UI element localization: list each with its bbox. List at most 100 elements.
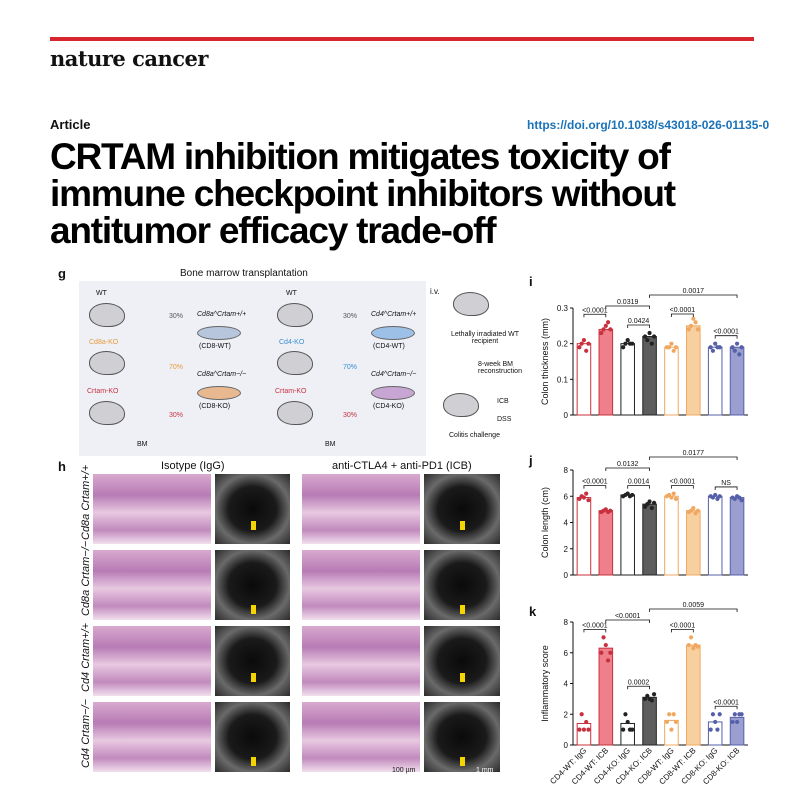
data-point [645, 338, 650, 343]
histology-image [302, 550, 420, 620]
data-point [710, 348, 716, 353]
data-point [737, 352, 742, 357]
y-tick-label: 6 [564, 649, 569, 658]
y-tick-label: 0.1 [557, 375, 569, 384]
y-tick-label: 6 [564, 492, 569, 501]
data-point [625, 338, 630, 343]
histology-image [93, 474, 211, 544]
panel-h-col-isotype: Isotype (IgG) [161, 460, 225, 472]
y-axis-label: Colon thickness (mm) [540, 318, 550, 405]
data-point [577, 345, 582, 350]
data-point [669, 495, 674, 500]
p-value-label: NS [721, 480, 731, 487]
data-point [713, 492, 718, 498]
challenge-mouse-icon [443, 393, 479, 417]
p-value-label: <0.0001 [582, 622, 608, 629]
data-point [713, 341, 718, 346]
data-point [630, 492, 635, 498]
dss-label: DSS [497, 416, 512, 423]
data-point [669, 341, 674, 346]
bar [576, 722, 592, 746]
mouse-icon [277, 401, 313, 425]
data-point [601, 327, 606, 332]
panel-h-col-icb: anti-CTLA4 + anti-PD1 (ICB) [332, 460, 472, 472]
p-value-label: 0.0059 [683, 602, 705, 609]
recipient-label: Lethally irradiated WT recipient [450, 331, 520, 345]
bar [620, 722, 635, 746]
pct-right-top: 30% [343, 313, 358, 320]
data-point [708, 727, 713, 732]
panel-g-title: Bone marrow transplantation [180, 268, 308, 279]
ultrasound-thickness-marker [460, 757, 465, 766]
data-point [673, 345, 679, 350]
histology-image [302, 626, 420, 696]
significance-bracket [714, 486, 738, 490]
y-tick-label: 0 [564, 741, 569, 750]
bar [598, 647, 614, 746]
data-point [671, 491, 676, 496]
bar [620, 494, 635, 576]
bar [576, 343, 592, 416]
p-value-label: 0.0132 [617, 461, 639, 468]
article-title-line-2: immune checkpoint inhibitors without [50, 173, 676, 214]
data-point [599, 330, 604, 336]
data-point [630, 341, 635, 346]
article-title-line-3: antitumor efficacy trade-off [50, 210, 497, 251]
pct-left-bot: 30% [169, 412, 184, 419]
data-point [664, 719, 670, 725]
mouse-label-crtam-ko-right: Crtam-KO [275, 388, 307, 395]
doi-link[interactable]: https://doi.org/10.1038/s43018-026-01135… [527, 118, 770, 132]
p-value-label: <0.0001 [582, 479, 608, 486]
bar [576, 497, 592, 576]
dish-left-bot-sub: (CD8-KO) [199, 403, 231, 410]
mouse-label-wt-right: WT [286, 290, 297, 297]
article-title: CRTAM inhibition mitigates toxicity of i… [50, 138, 770, 249]
p-value-label: <0.0001 [582, 307, 608, 314]
significance-bracket [649, 608, 738, 612]
p-value-label: 0.0002 [628, 679, 650, 686]
p-value-label: <0.0001 [615, 613, 641, 620]
bar [598, 328, 614, 416]
recipient-mouse-icon [453, 292, 489, 316]
significance-bracket [714, 705, 738, 710]
significance-bracket [671, 485, 694, 489]
mouse-icon [89, 401, 125, 425]
data-point [625, 719, 630, 725]
mouse-icon [89, 351, 125, 375]
p-value-label: <0.0001 [670, 307, 696, 314]
bar [664, 346, 679, 416]
data-point [642, 334, 648, 339]
y-tick-label: 4 [564, 680, 569, 689]
mouse-label-crtam-ko-left: Crtam-KO [87, 388, 119, 395]
bar [642, 696, 657, 746]
mouse-label-cd4-ko: Cd4-KO [279, 339, 305, 346]
dish-left-top-sub: (CD8-WT) [199, 343, 231, 350]
ultrasound-image [424, 626, 500, 696]
data-point [669, 727, 674, 732]
data-point [586, 341, 591, 346]
histology-image [93, 550, 211, 620]
histology-image [93, 626, 211, 696]
bar [707, 346, 723, 416]
ultrasound-image [424, 474, 500, 544]
y-tick-label: 0.3 [557, 304, 569, 313]
ultrasound-thickness-marker [460, 521, 465, 530]
data-point [691, 646, 696, 651]
data-point [621, 727, 626, 732]
data-point [608, 650, 613, 655]
y-axis-label: Inflammatory score [540, 645, 550, 722]
y-tick-label: 4 [564, 519, 569, 528]
p-value-label: <0.0001 [713, 329, 739, 336]
mouse-label-cd8a-ko: Cd8a-KO [89, 339, 119, 346]
data-point [713, 719, 718, 725]
y-tick-label: 0.2 [557, 340, 569, 349]
data-point [667, 345, 672, 350]
bar [729, 497, 745, 576]
panel-g-schematic: WT Cd8a-KO Crtam-KO BM 30% 70% 30% Cd8a^… [79, 281, 426, 456]
data-point [715, 727, 720, 732]
data-point [673, 719, 679, 725]
dish-icon [371, 326, 415, 340]
bm-label-left: BM [137, 441, 148, 448]
data-point [739, 498, 744, 503]
